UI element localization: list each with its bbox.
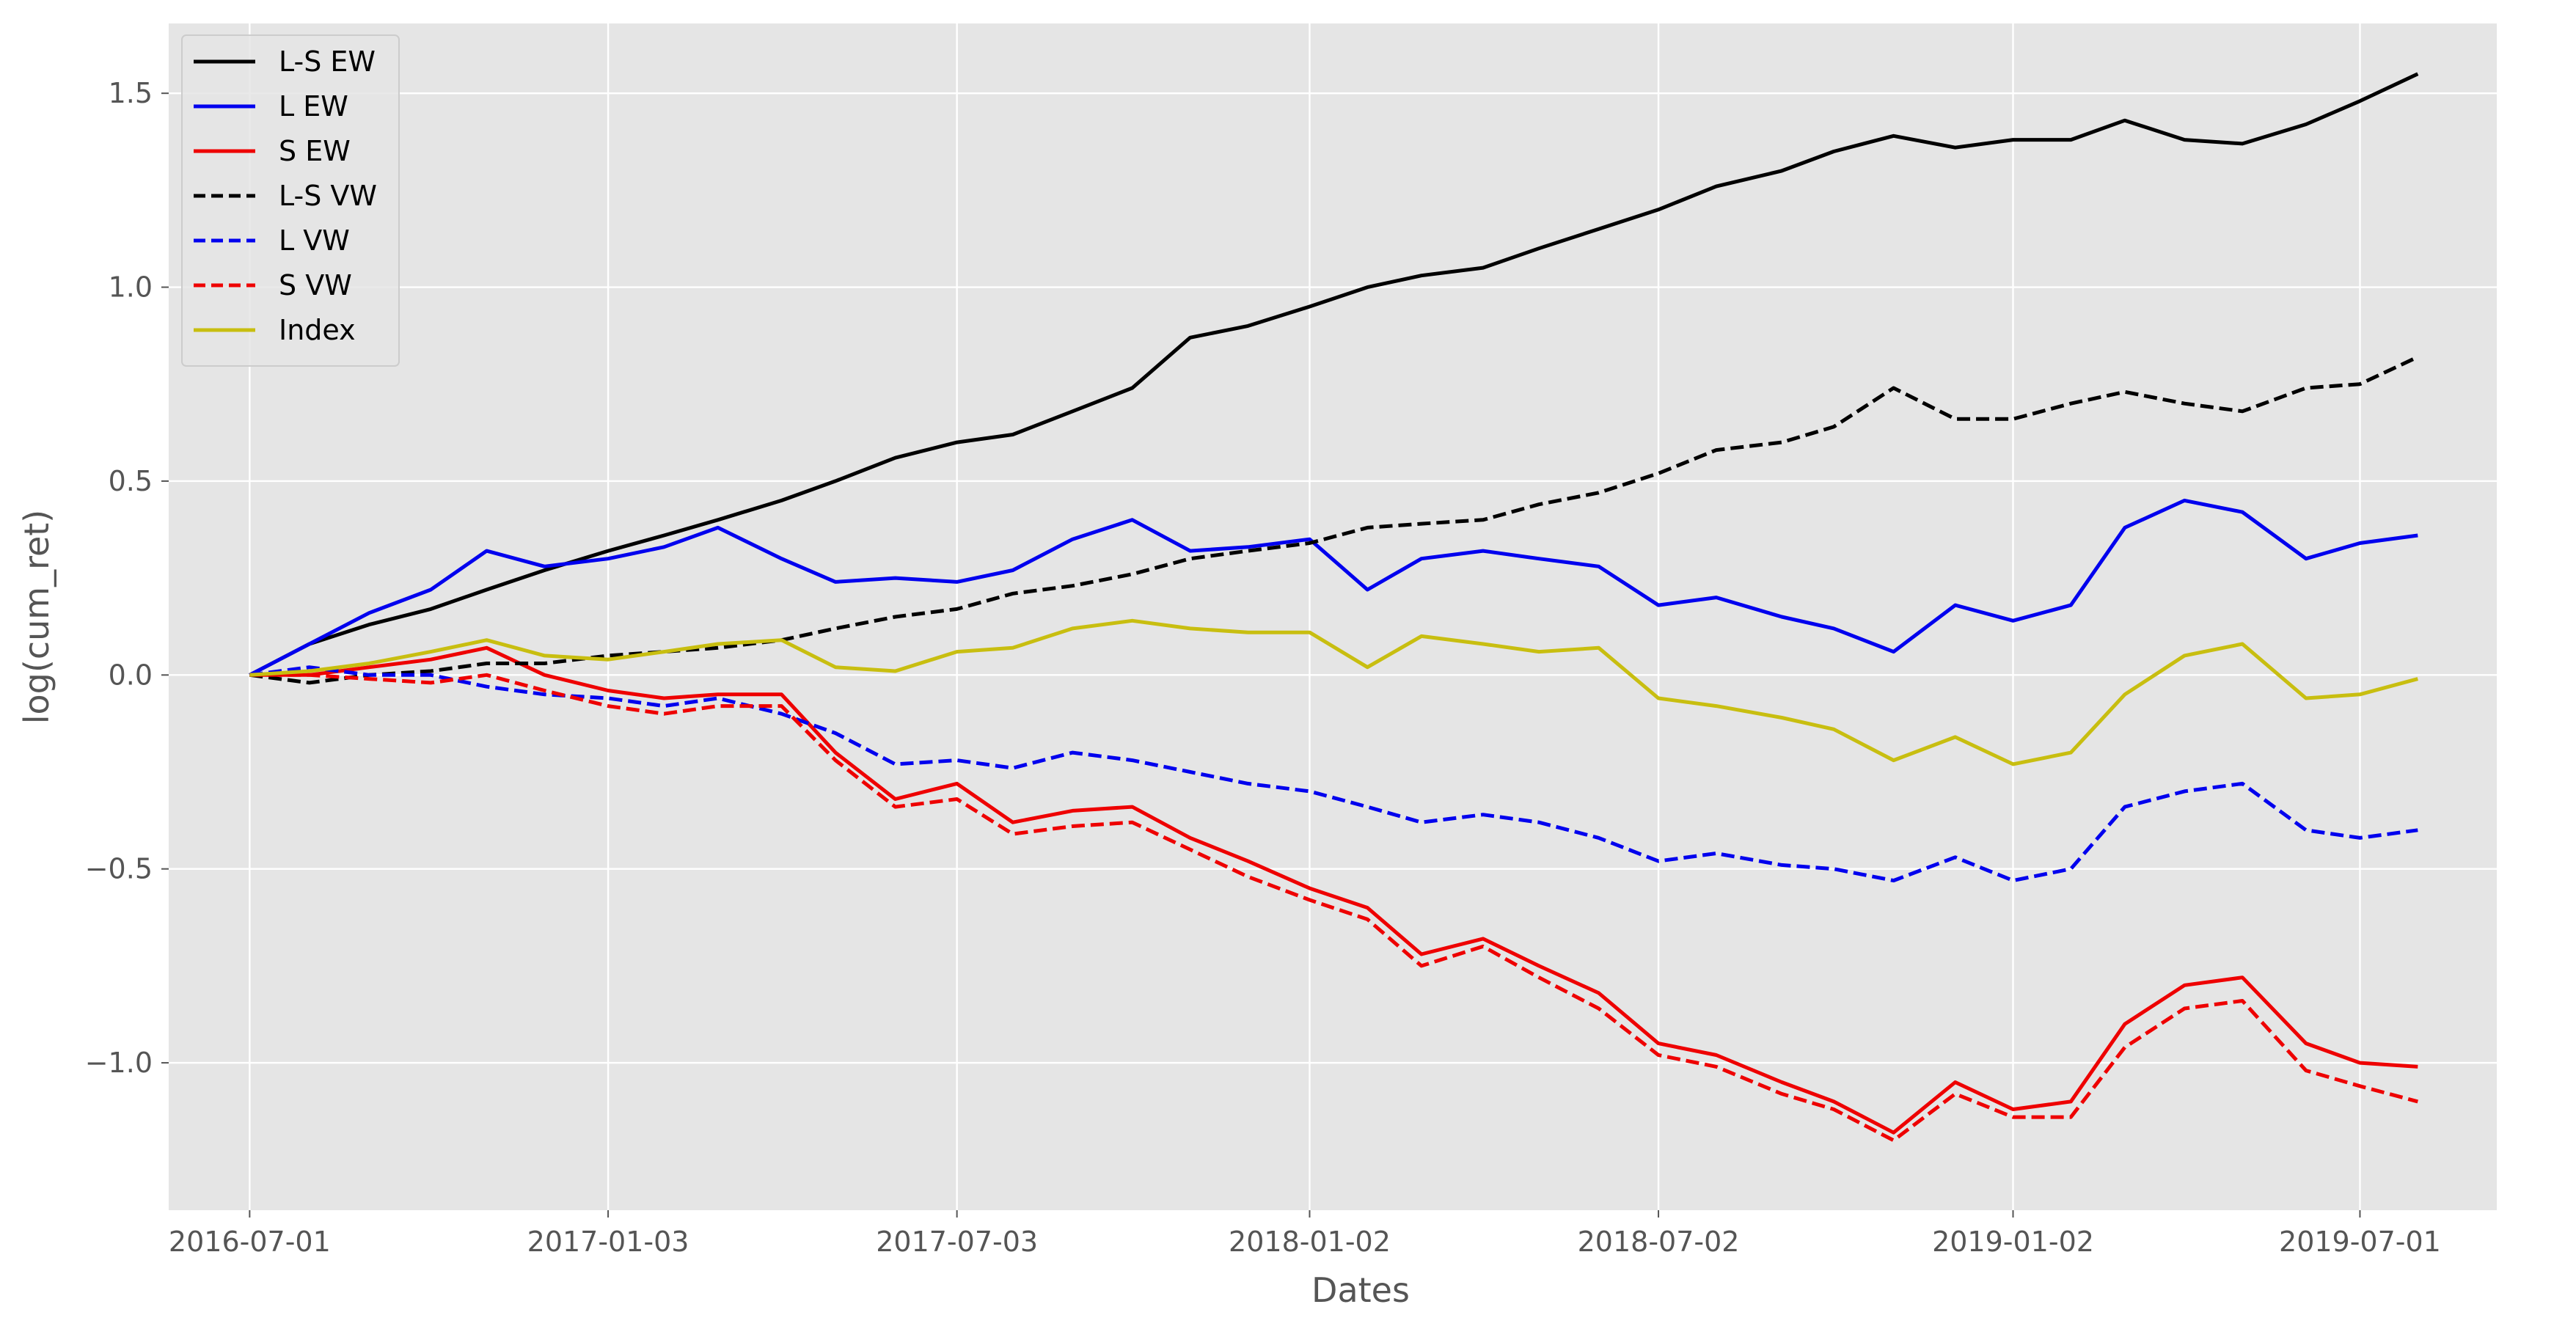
legend-label: Index: [279, 314, 356, 346]
x-axis-title: Dates: [1311, 1270, 1410, 1310]
x-tick-label: 2019-07-01: [2279, 1226, 2441, 1258]
legend-frame: [181, 34, 400, 367]
legend-label: L VW: [279, 224, 350, 257]
y-axis-title: log(cum_ret): [17, 510, 56, 725]
plot-background: [169, 23, 2497, 1210]
series-line-s-ew: [249, 645, 2418, 1135]
x-tick-label: 2019-01-02: [1932, 1226, 2094, 1258]
y-tick-label: 0.0: [109, 659, 153, 691]
y-tick-label: 1.0: [109, 271, 153, 304]
series-line-s-vw: [249, 673, 2418, 1143]
legend-label: L EW: [279, 90, 348, 122]
y-tick-label: −0.5: [85, 853, 153, 885]
series-line-l-s-ew: [249, 72, 2419, 677]
legend-label: L-S EW: [279, 45, 376, 78]
series-layer: [249, 72, 2419, 1143]
x-tick-label: 2017-07-03: [876, 1226, 1038, 1258]
legend: L-S EW L EW S EW L-S VW L VW S VW Index: [181, 34, 400, 367]
x-tick-label: 2018-01-02: [1229, 1226, 1391, 1258]
grid-lines: [169, 23, 2497, 1210]
legend-label: S VW: [279, 269, 352, 301]
series-line-l-s-vw: [249, 355, 2419, 685]
series-line-l-ew: [249, 498, 2418, 677]
series-line-l-vw: [249, 665, 2418, 883]
y-tick-label: 1.5: [109, 77, 153, 109]
x-axis-ticks: 2016-07-01 2017-01-03 2017-07-03 2018-01-02…: [169, 1210, 2441, 1258]
x-tick-label: 2016-07-01: [169, 1226, 331, 1258]
x-tick-label: 2017-01-03: [527, 1226, 689, 1258]
legend-label: S EW: [279, 135, 351, 167]
y-axis-ticks: −1.0 −0.5 0.0 0.5 1.0 1.5: [85, 77, 169, 1079]
legend-label: L-S VW: [279, 180, 377, 212]
x-tick-label: 2018-07-02: [1578, 1226, 1740, 1258]
y-tick-label: −1.0: [85, 1047, 153, 1079]
series-line-index: [249, 618, 2418, 766]
y-tick-label: 0.5: [109, 465, 153, 497]
